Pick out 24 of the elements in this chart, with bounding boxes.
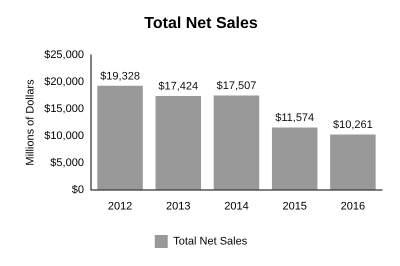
x-tick-label: 2016 <box>340 200 366 212</box>
x-tick-label: 2014 <box>224 200 249 212</box>
y-tick-label: $0 <box>72 184 84 196</box>
y-tick-label: $25,000 <box>44 49 84 62</box>
y-tick-label: $5,000 <box>50 156 84 169</box>
x-tick-label: 2012 <box>108 200 132 212</box>
y-axis-title: Millions of Dollars <box>24 78 37 166</box>
y-tick-label: $10,000 <box>44 130 84 142</box>
x-tick-label: 2015 <box>282 200 307 212</box>
y-tick-label: $20,000 <box>44 76 84 88</box>
data-label: $11,574 <box>275 112 314 124</box>
data-label: $17,424 <box>158 80 198 93</box>
chart-title: Total Net Sales <box>144 15 258 32</box>
legend-label: Total Net Sales <box>173 236 248 248</box>
bar <box>214 96 260 190</box>
bar <box>330 134 376 190</box>
bar <box>272 127 318 190</box>
y-tick-label: $15,000 <box>44 103 84 116</box>
bar <box>156 96 202 190</box>
data-label: $17,507 <box>216 80 256 92</box>
data-label: $19,328 <box>100 70 140 82</box>
data-label: $10,261 <box>333 119 373 132</box>
bar <box>97 86 143 190</box>
x-tick-label: 2013 <box>166 200 191 212</box>
